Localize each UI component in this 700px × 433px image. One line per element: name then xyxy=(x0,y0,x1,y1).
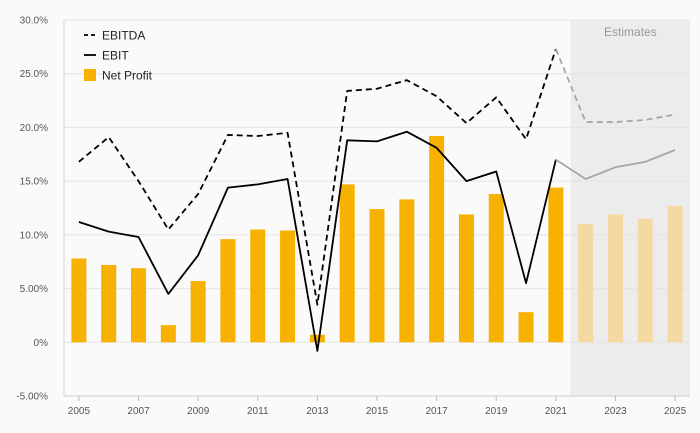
y-tick-label: 0% xyxy=(34,338,49,349)
y-tick-label: 30.0% xyxy=(20,16,48,27)
net-profit-bar xyxy=(71,258,86,342)
legend: EBITDA EBIT Net Profit xyxy=(84,29,153,83)
chart: Estimates 30.0% 25.0% 20.0% 15.0% 10.0% 5.00%… xyxy=(0,0,700,433)
net-profit-bar xyxy=(370,209,385,342)
net-profit-bar xyxy=(489,194,504,342)
estimates-label: Estimates xyxy=(604,25,657,39)
x-tick-label: 2011 xyxy=(247,406,269,417)
x-tick-label: 2009 xyxy=(187,406,210,417)
net-profit-bar xyxy=(459,214,474,342)
net-profit-bar xyxy=(429,136,444,342)
net-profit-bar xyxy=(250,229,265,342)
net-profit-bar xyxy=(191,281,206,342)
net-profit-bar xyxy=(608,214,623,342)
y-axis: 30.0% 25.0% 20.0% 15.0% 10.0% 5.00% 0% -5.00% xyxy=(16,16,48,403)
y-tick-label: 25.0% xyxy=(20,69,48,80)
x-tick-label: 2023 xyxy=(604,406,627,417)
x-tick-label: 2019 xyxy=(485,406,508,417)
y-tick-label: -5.00% xyxy=(16,392,48,403)
net-profit-bar xyxy=(519,312,534,342)
net-profit-bar xyxy=(101,265,116,342)
net-profit-bar xyxy=(399,199,414,342)
net-profit-bar xyxy=(548,188,563,343)
legend-swatch-net-profit xyxy=(84,69,96,81)
x-tick-label: 2005 xyxy=(68,406,91,417)
net-profit-bar xyxy=(131,268,146,342)
net-profit-bar xyxy=(161,325,176,342)
legend-label: Net Profit xyxy=(102,69,153,83)
legend-label: EBIT xyxy=(102,49,129,63)
x-tick-label: 2017 xyxy=(425,406,448,417)
net-profit-bar xyxy=(668,206,683,342)
y-tick-label: 5.00% xyxy=(20,284,48,295)
x-tick-label: 2025 xyxy=(664,406,687,417)
net-profit-bar xyxy=(340,184,355,342)
y-tick-label: 15.0% xyxy=(20,177,48,188)
net-profit-bar xyxy=(578,224,593,342)
y-tick-label: 10.0% xyxy=(20,230,48,241)
x-tick-label: 2021 xyxy=(545,406,568,417)
net-profit-bar xyxy=(638,219,653,343)
x-tick-label: 2015 xyxy=(366,406,389,417)
ebitda-line xyxy=(79,49,556,305)
net-profit-bar xyxy=(310,335,325,343)
net-profit-bar xyxy=(280,231,295,343)
x-tick-label: 2013 xyxy=(306,406,329,417)
x-tick-label: 2007 xyxy=(127,406,150,417)
y-tick-label: 20.0% xyxy=(20,123,48,134)
net-profit-bar xyxy=(220,239,235,342)
ebit-line xyxy=(79,132,556,351)
x-axis: 2005 2007 2009 2011 2013 2015 2017 2019 2021 2023… xyxy=(68,396,687,417)
legend-label: EBITDA xyxy=(102,29,145,43)
